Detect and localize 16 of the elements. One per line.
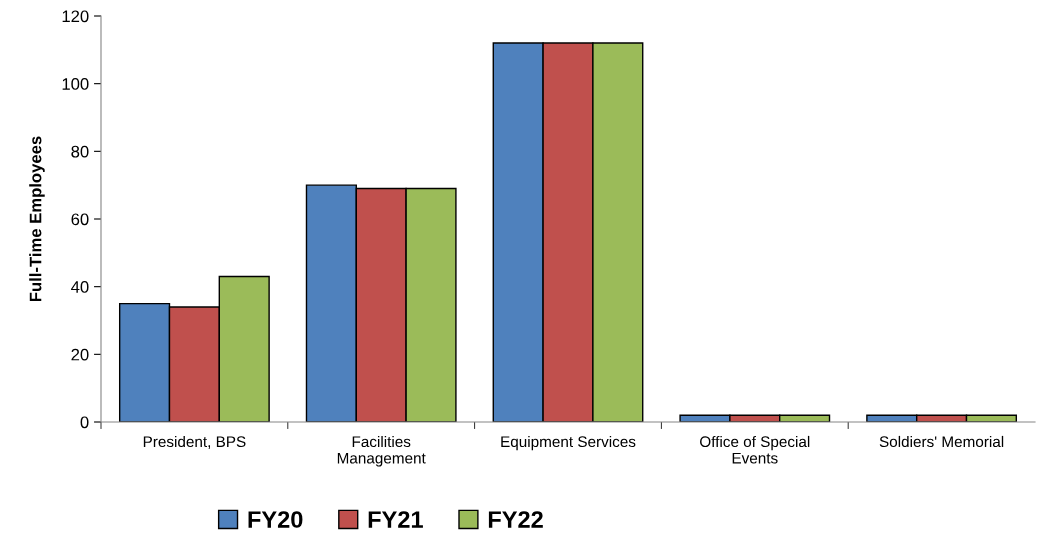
x-tick-label: President, BPS — [143, 435, 246, 449]
y-tick-label: 120 — [62, 10, 89, 23]
x-tick-label: Facilities Management — [337, 435, 426, 467]
y-axis-title: Full-Time Employees — [29, 136, 45, 302]
y-tick-label: 80 — [71, 145, 89, 158]
legend-label: FY22 — [488, 511, 543, 528]
y-tick-label: 20 — [71, 348, 89, 361]
x-tick-label: Soldiers' Memorial — [879, 435, 1004, 448]
legend-label: FY20 — [248, 511, 303, 528]
y-tick-label: 0 — [80, 416, 89, 429]
x-tick-label: Equipment Services — [501, 435, 636, 451]
legend-label: FY21 — [368, 511, 423, 528]
y-tick-label: 40 — [71, 281, 89, 293]
y-tick-label: 100 — [62, 78, 89, 90]
y-tick-label: 60 — [71, 213, 89, 226]
x-tick-label: Office of Special Events — [700, 435, 810, 464]
